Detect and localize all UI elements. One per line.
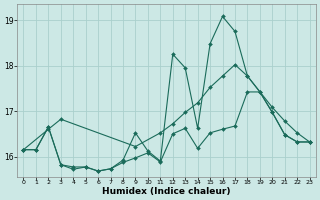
X-axis label: Humidex (Indice chaleur): Humidex (Indice chaleur): [102, 187, 231, 196]
